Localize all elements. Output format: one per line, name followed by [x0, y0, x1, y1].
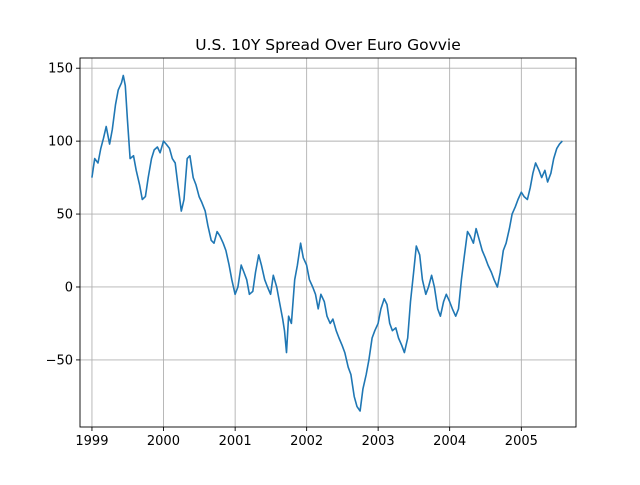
x-tick: 2001	[219, 427, 252, 449]
plot-frame	[79, 57, 577, 428]
grid-lines	[80, 58, 576, 427]
axis-ticks: 1999 2000 2001 2002 2003 2004 2005 −50 0 50 100 150	[46, 62, 538, 449]
x-tick-label: 2005	[505, 434, 538, 449]
x-tick-label: 1999	[75, 434, 108, 449]
x-tick: 1999	[75, 427, 108, 449]
x-tick-label: 2004	[433, 434, 466, 449]
x-tick: 2004	[433, 427, 466, 449]
y-tick: 100	[48, 135, 80, 150]
y-tick: 150	[48, 62, 80, 77]
x-tick: 2000	[147, 427, 180, 449]
x-tick-label: 2002	[290, 434, 323, 449]
y-tick: 0	[65, 280, 80, 295]
y-tick-label: −50	[46, 353, 73, 368]
y-tick-label: 150	[48, 62, 73, 77]
x-tick-label: 2000	[147, 434, 180, 449]
y-tick-label: 100	[48, 135, 73, 150]
y-tick: 50	[56, 208, 80, 223]
y-tick: −50	[46, 353, 80, 368]
x-tick: 2003	[362, 427, 395, 449]
plot-area	[80, 58, 576, 427]
series-line	[91, 74, 563, 412]
y-tick-label: 50	[56, 208, 73, 223]
x-tick-label: 2001	[219, 434, 252, 449]
chart-title: U.S. 10Y Spread Over Euro Govvie	[195, 36, 461, 54]
x-tick-label: 2003	[362, 434, 395, 449]
x-tick: 2005	[505, 427, 538, 449]
y-tick-label: 0	[65, 280, 73, 295]
x-tick: 2002	[290, 427, 323, 449]
